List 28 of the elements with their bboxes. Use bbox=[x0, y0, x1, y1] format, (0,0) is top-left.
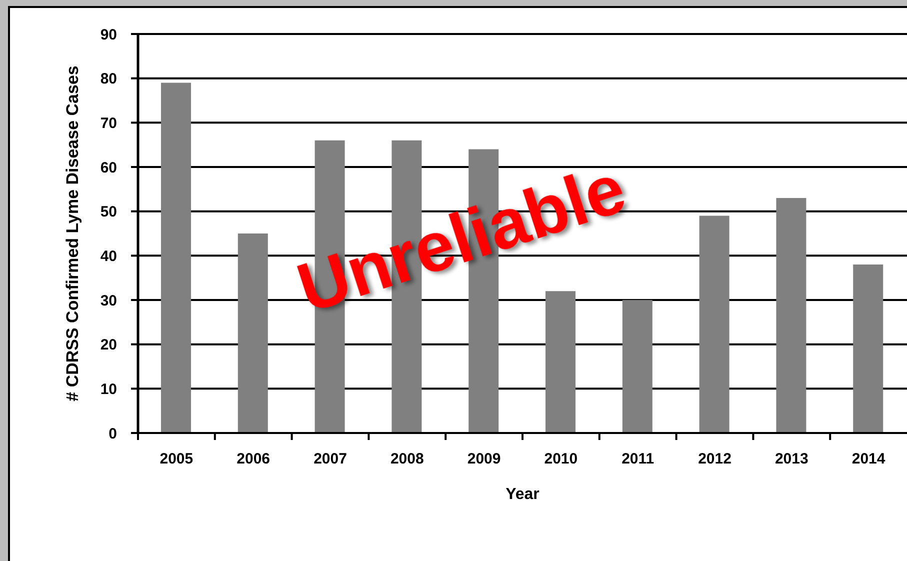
x-tick-label: 2008 bbox=[390, 450, 424, 468]
y-tick-label: 10 bbox=[100, 380, 117, 398]
y-tick-label: 0 bbox=[108, 425, 117, 442]
x-tick-label: 2014 bbox=[852, 450, 886, 468]
y-tick-label: 50 bbox=[100, 204, 117, 221]
x-tick-label: 2007 bbox=[314, 450, 347, 468]
y-tick-label: 30 bbox=[100, 292, 117, 310]
y-tick-label: 70 bbox=[100, 114, 117, 132]
y-tick-label: 40 bbox=[100, 248, 117, 265]
y-tick-label: 20 bbox=[100, 336, 117, 354]
bar bbox=[776, 198, 806, 433]
x-tick-label: 2009 bbox=[467, 450, 501, 468]
bar bbox=[699, 216, 730, 433]
y-axis-title: # CDRSS Confirmed Lyme Disease Cases bbox=[63, 66, 82, 402]
y-tick-label: 90 bbox=[100, 26, 117, 44]
bar bbox=[161, 82, 191, 433]
x-tick-label: 2013 bbox=[774, 450, 808, 468]
y-tick-label: 80 bbox=[100, 70, 117, 88]
y-tick-label: 60 bbox=[100, 159, 117, 176]
x-tick-label: 2011 bbox=[622, 450, 654, 468]
bar bbox=[853, 264, 884, 433]
x-tick-label: 2010 bbox=[544, 450, 578, 468]
bar bbox=[238, 234, 268, 433]
x-tick-label: 2005 bbox=[160, 450, 194, 468]
x-tick-label: 2006 bbox=[236, 450, 270, 468]
x-tick-label: 2012 bbox=[698, 450, 732, 468]
x-axis-title: Year bbox=[506, 486, 540, 503]
bar bbox=[622, 300, 652, 433]
